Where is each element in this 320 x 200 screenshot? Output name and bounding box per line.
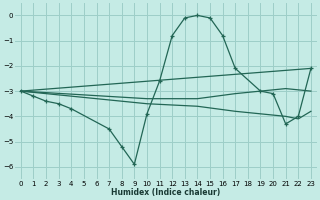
X-axis label: Humidex (Indice chaleur): Humidex (Indice chaleur): [111, 188, 220, 197]
